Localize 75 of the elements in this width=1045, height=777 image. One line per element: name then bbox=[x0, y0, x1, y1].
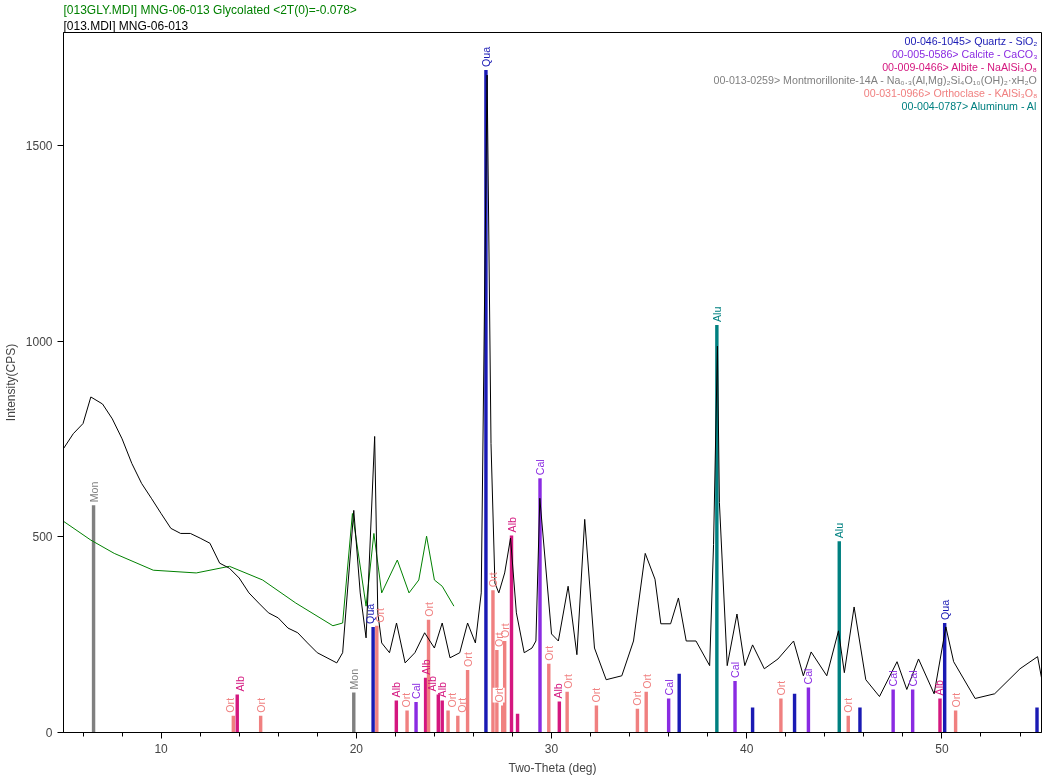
x-tick-label: 50 bbox=[935, 741, 949, 756]
data-label: Ort bbox=[774, 680, 787, 696]
bar bbox=[858, 707, 862, 733]
data-label: Qua bbox=[479, 46, 492, 68]
data-label: Ort bbox=[422, 602, 435, 617]
data-label: Alb bbox=[552, 683, 565, 699]
data-label: Ort bbox=[630, 690, 643, 706]
data-label: Mon bbox=[87, 481, 100, 503]
y-axis-title: Intensity(CPS) bbox=[3, 343, 18, 422]
x-tick-label: 40 bbox=[740, 741, 754, 756]
data-label: Ort bbox=[254, 697, 267, 713]
text: 00-004-0787> Aluminum - Al bbox=[901, 99, 1037, 112]
text: 00-009-0466> Albite - NaAlSi₃O₈ bbox=[882, 60, 1037, 73]
bar bbox=[565, 691, 569, 733]
data-label: Alu bbox=[833, 522, 846, 539]
bar bbox=[644, 691, 648, 733]
bar bbox=[491, 590, 495, 733]
data-label: Alb bbox=[932, 680, 945, 696]
data-label: Cal bbox=[887, 670, 900, 687]
data-label: Alb bbox=[234, 676, 247, 692]
bar bbox=[371, 626, 375, 733]
bar bbox=[891, 689, 895, 733]
bar bbox=[405, 710, 409, 733]
bar bbox=[779, 698, 783, 733]
data-label: Cal bbox=[906, 670, 919, 687]
text: 00-046-1045> Quartz - SiO₂ bbox=[904, 34, 1038, 47]
text: [013.MDI] MNG-06-013 bbox=[63, 18, 189, 33]
bar bbox=[414, 702, 418, 733]
data-label: Alb bbox=[435, 681, 448, 698]
data-label: Ort bbox=[562, 673, 575, 689]
data-label: Ort bbox=[640, 673, 653, 689]
x-axis-title: Two-Theta (deg) bbox=[508, 760, 597, 775]
text: 00-013-0259> Montmorillonite-14A - Na₀.₃(Al,Mg)₂Si₄O₁₀(OH)₂·xH₂O bbox=[713, 73, 1037, 86]
data-label: Ort bbox=[455, 697, 468, 713]
bar bbox=[375, 625, 379, 733]
data-label: Ort bbox=[486, 572, 499, 588]
data-label: Alb bbox=[420, 659, 433, 675]
text: 00-031-0966> Orthoclase - KAlSi₃O₈ bbox=[863, 86, 1038, 99]
bar bbox=[938, 698, 942, 733]
y-tick-label: 0 bbox=[45, 726, 53, 740]
bar bbox=[456, 715, 460, 733]
data-label: Qua bbox=[938, 599, 951, 620]
data-label: Ort bbox=[445, 692, 458, 708]
data-label: Cal bbox=[534, 459, 547, 476]
data-label: Cal bbox=[729, 661, 742, 678]
bar bbox=[733, 680, 737, 733]
data-label: Cal bbox=[410, 683, 423, 699]
data-label: Ort bbox=[842, 697, 855, 713]
data-label: Ort bbox=[461, 652, 474, 667]
bar bbox=[677, 673, 681, 733]
y-tick-label: 1500 bbox=[25, 139, 53, 154]
data-label: Alb bbox=[425, 676, 438, 692]
data-label: Ort bbox=[400, 692, 413, 708]
data-label: Ort bbox=[590, 687, 603, 703]
bar bbox=[1035, 707, 1039, 733]
data-label: Alu bbox=[710, 306, 723, 323]
x-tick-label: 20 bbox=[349, 741, 364, 756]
x-tick-label: 10 bbox=[154, 741, 169, 756]
data-label: Mon bbox=[347, 668, 360, 690]
x-tick-label: 30 bbox=[544, 741, 559, 756]
text: 00-005-0586> Calcite - CaCO₃ bbox=[891, 47, 1038, 60]
data-label: Alb bbox=[505, 516, 518, 533]
bar bbox=[547, 663, 551, 733]
data-label: Alb bbox=[390, 681, 403, 698]
y-tick-label: 1000 bbox=[25, 334, 53, 349]
bar bbox=[446, 710, 450, 733]
y-tick-label: 500 bbox=[32, 530, 53, 545]
text: [013GLY.MDI] MNG-06-013 Glycolated <2T(0)=-0.078> bbox=[63, 2, 357, 17]
data-label: Cal bbox=[802, 668, 815, 685]
data-label: Ort bbox=[542, 645, 555, 661]
data-label: Ort bbox=[492, 687, 505, 703]
data-label: Cal bbox=[662, 679, 675, 696]
data-label: Ort bbox=[224, 697, 237, 713]
line-series bbox=[63, 513, 455, 627]
data-label: Ort bbox=[949, 692, 962, 708]
